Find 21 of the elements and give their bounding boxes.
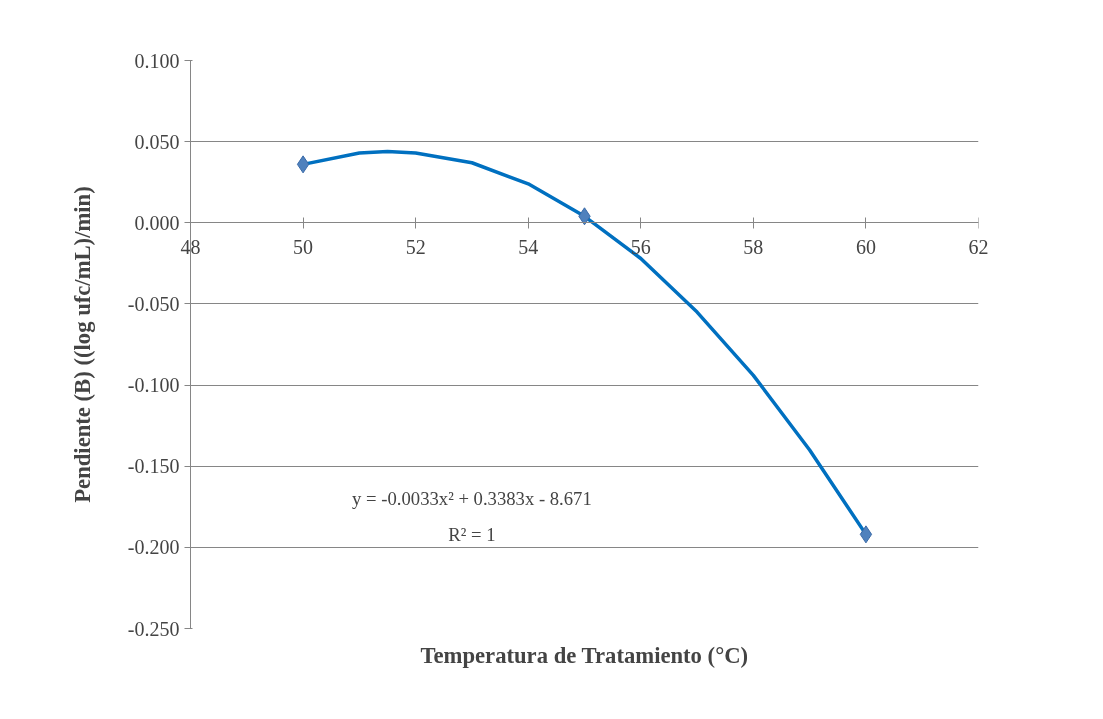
y-axis-title: Pendiente (B) ((log ufc/mL)/min) (69, 186, 95, 503)
point (859, 525, 873, 544)
x-tick-label: 62 (968, 235, 989, 258)
y-tick-label: -0.200 (127, 536, 180, 559)
y-tick-label: -0.050 (127, 292, 180, 315)
annotation: y = -0.0033x² + 0.3383x - 8.671 (352, 488, 592, 510)
y-tick-label: 0.050 (134, 130, 180, 153)
x-tick-label: 54 (518, 235, 539, 258)
x-tick-label: 50 (293, 235, 314, 258)
y-tick-label: 0.000 (134, 211, 180, 234)
y-tick-label: -0.100 (127, 374, 180, 397)
x-axis-title: Temperatura de Tratamiento (°C) (420, 643, 749, 668)
x-tick-label: 56 (630, 235, 651, 258)
x-tick-label: 60 (855, 235, 876, 258)
point (296, 155, 310, 174)
y-tick-label: -0.150 (127, 455, 180, 478)
y-tick-label: -0.250 (127, 617, 180, 640)
y-tick-label: 0.100 (134, 49, 180, 72)
x-tick-label: 52 (405, 235, 426, 258)
annotation: R² = 1 (448, 523, 496, 545)
x-tick-label: 58 (743, 235, 764, 258)
